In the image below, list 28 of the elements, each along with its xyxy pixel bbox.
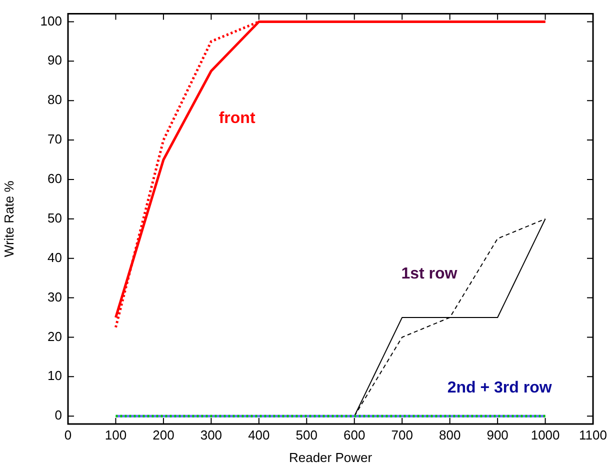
x-tick-label: 800 <box>438 427 461 442</box>
y-axis-title: Write Rate % <box>1 180 16 258</box>
x-tick-label: 500 <box>296 427 318 442</box>
annotation: 2nd + 3rd row <box>447 380 552 397</box>
x-tick-label: 700 <box>391 427 413 442</box>
y-tick-label: 20 <box>48 328 62 344</box>
x-tick-label: 300 <box>200 427 222 442</box>
y-tick-label: 50 <box>48 210 62 226</box>
y-tick-label: 60 <box>48 171 62 186</box>
x-tick-label: 0 <box>64 427 72 442</box>
x-tick-label: 1100 <box>579 427 608 442</box>
y-tick-label: 90 <box>48 52 62 68</box>
x-tick-label: 1000 <box>530 427 560 442</box>
y-tick-label: 100 <box>40 13 62 28</box>
y-tick-label: 30 <box>48 289 62 304</box>
annotation: front <box>218 110 256 127</box>
y-tick-label: 80 <box>48 92 62 108</box>
x-tick-label: 200 <box>152 427 174 442</box>
annotation: 1st row <box>401 265 458 282</box>
y-tick-label: 10 <box>48 368 62 384</box>
y-tick-label: 40 <box>48 250 62 265</box>
x-tick-label: 100 <box>104 427 127 442</box>
y-tick-label: 0 <box>54 408 62 423</box>
x-tick-label: 600 <box>344 427 366 442</box>
x-tick-label: 900 <box>486 427 508 442</box>
y-tick-label: 70 <box>48 132 62 147</box>
x-axis-title: Reader Power <box>288 450 373 465</box>
x-tick-label: 400 <box>248 427 270 442</box>
